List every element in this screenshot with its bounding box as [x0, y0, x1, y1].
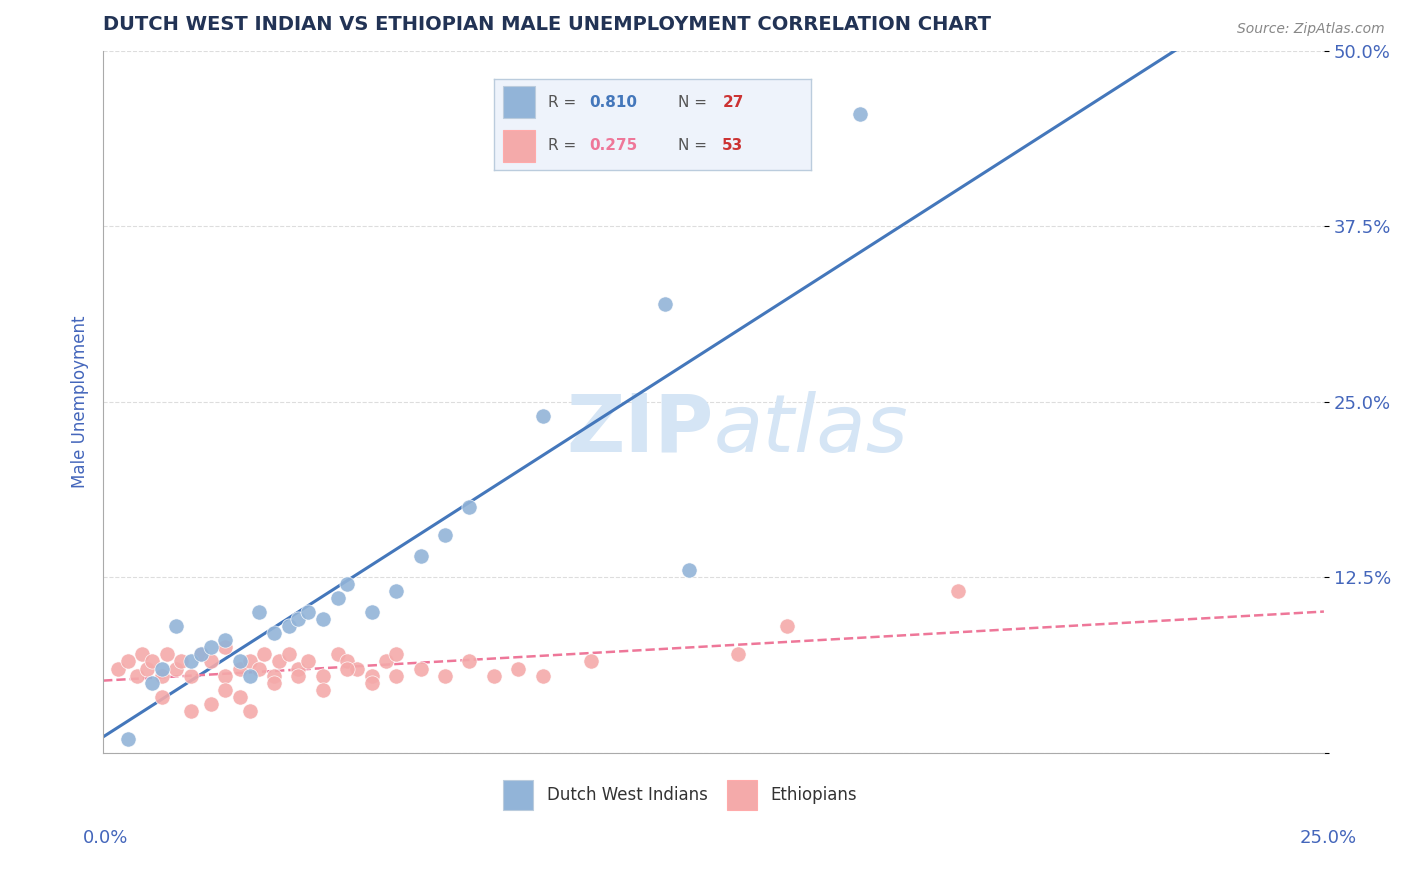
Point — [190, 648, 212, 662]
Point — [239, 668, 262, 682]
Point — [229, 655, 252, 669]
Point — [458, 500, 481, 514]
Point — [277, 648, 299, 662]
Point — [360, 668, 382, 682]
Point — [267, 655, 290, 669]
Point — [190, 648, 212, 662]
Text: 25.0%: 25.0% — [1301, 829, 1357, 847]
Point — [531, 409, 554, 423]
Point — [375, 655, 398, 669]
Point — [385, 584, 408, 599]
Point — [727, 648, 749, 662]
Point — [297, 606, 319, 620]
Point — [200, 640, 222, 655]
Point — [141, 675, 163, 690]
Point — [312, 682, 335, 697]
Point — [312, 668, 335, 682]
Point — [200, 697, 222, 711]
Point — [155, 648, 177, 662]
Point — [409, 661, 432, 675]
Point — [946, 584, 969, 599]
Point — [336, 577, 359, 591]
Point — [136, 661, 159, 675]
Point — [263, 668, 285, 682]
Point — [150, 668, 173, 682]
Point — [297, 655, 319, 669]
Point — [287, 612, 309, 626]
Point — [531, 668, 554, 682]
Text: Source: ZipAtlas.com: Source: ZipAtlas.com — [1237, 22, 1385, 37]
Point — [277, 619, 299, 633]
Point — [214, 668, 236, 682]
Point — [287, 661, 309, 675]
Point — [385, 648, 408, 662]
Point — [287, 668, 309, 682]
Point — [654, 296, 676, 310]
Point — [131, 648, 153, 662]
Point — [458, 655, 481, 669]
Point — [263, 626, 285, 640]
Point — [229, 661, 252, 675]
Point — [253, 648, 276, 662]
Point — [849, 107, 872, 121]
Point — [336, 655, 359, 669]
Point — [433, 528, 456, 542]
Point — [385, 668, 408, 682]
Text: ZIP: ZIP — [567, 391, 713, 469]
Point — [214, 633, 236, 648]
Point — [581, 655, 603, 669]
Point — [508, 661, 530, 675]
Point — [180, 655, 202, 669]
Point — [214, 682, 236, 697]
Point — [326, 591, 349, 606]
Y-axis label: Male Unemployment: Male Unemployment — [72, 316, 89, 488]
Point — [165, 619, 187, 633]
Point — [409, 549, 432, 564]
Point — [239, 655, 262, 669]
Point — [360, 675, 382, 690]
Point — [165, 661, 187, 675]
Point — [180, 704, 202, 718]
Point — [247, 606, 270, 620]
Point — [150, 661, 173, 675]
Text: atlas: atlas — [713, 391, 908, 469]
Point — [117, 655, 139, 669]
Point — [776, 619, 799, 633]
Point — [336, 661, 359, 675]
Point — [180, 668, 202, 682]
Point — [127, 668, 149, 682]
Point — [214, 640, 236, 655]
Text: 0.0%: 0.0% — [83, 829, 128, 847]
Point — [150, 690, 173, 704]
Point — [117, 731, 139, 746]
Point — [326, 648, 349, 662]
Point — [229, 690, 252, 704]
Point — [312, 612, 335, 626]
Point — [433, 668, 456, 682]
Point — [263, 675, 285, 690]
Point — [141, 655, 163, 669]
Point — [247, 661, 270, 675]
Point — [239, 704, 262, 718]
Point — [360, 606, 382, 620]
Text: DUTCH WEST INDIAN VS ETHIOPIAN MALE UNEMPLOYMENT CORRELATION CHART: DUTCH WEST INDIAN VS ETHIOPIAN MALE UNEM… — [103, 15, 991, 34]
Point — [346, 661, 368, 675]
Point — [200, 655, 222, 669]
Point — [482, 668, 505, 682]
Point — [107, 661, 129, 675]
Point — [170, 655, 193, 669]
Point — [678, 563, 700, 577]
